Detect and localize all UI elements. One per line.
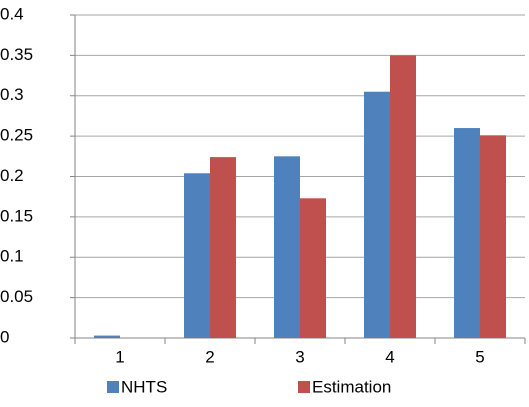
legend-swatch: [298, 381, 310, 393]
bar: [184, 173, 210, 338]
bar: [94, 335, 120, 338]
y-tick-label: 0.05: [0, 287, 33, 306]
x-tick-label: 2: [205, 347, 214, 366]
y-tick-label: 0.25: [0, 126, 33, 145]
x-tick-label: 4: [385, 347, 394, 366]
x-tick-label: 5: [475, 347, 484, 366]
x-tick-label: 1: [115, 347, 124, 366]
bar: [390, 55, 416, 338]
legend-label: NHTS: [121, 377, 167, 396]
bar: [454, 128, 480, 338]
legend-label: Estimation: [312, 377, 391, 396]
y-tick-label: 0.15: [0, 206, 33, 225]
y-tick-label: 0.4: [0, 4, 24, 23]
y-tick-label: 0: [0, 327, 9, 346]
y-tick-label: 0.1: [0, 247, 24, 266]
bar: [210, 157, 236, 338]
y-tick-label: 0.35: [0, 45, 33, 64]
legend-swatch: [107, 381, 119, 393]
bar: [364, 91, 390, 339]
bar: [274, 156, 300, 338]
bar: [480, 135, 506, 338]
y-tick-label: 0.2: [0, 166, 24, 185]
bar: [300, 198, 326, 338]
y-tick-label: 0.3: [0, 85, 24, 104]
x-tick-label: 3: [295, 347, 304, 366]
